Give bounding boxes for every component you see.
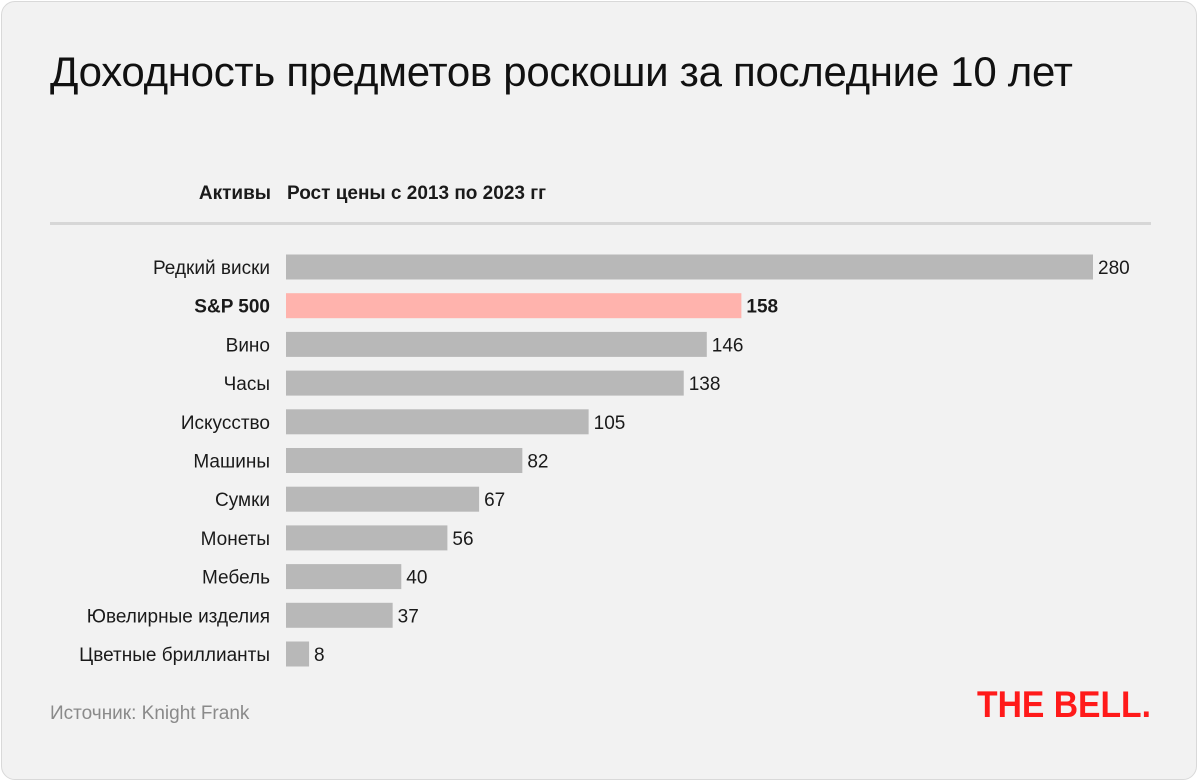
chart-title: Доходность предметов роскоши за последни…	[50, 48, 1073, 95]
svg-text:THE BELL.: THE BELL.	[977, 686, 1151, 722]
bar	[286, 409, 589, 435]
category-label: Цветные бриллианты	[79, 645, 270, 666]
value-label: 8	[314, 645, 325, 666]
source-note: Источник: Knight Frank	[50, 703, 250, 724]
category-label: Машины	[193, 452, 270, 473]
value-label: 40	[406, 568, 427, 589]
value-label: 146	[712, 335, 744, 356]
category-label: Ювелирные изделия	[87, 606, 270, 627]
assets-column-header: Активы	[198, 183, 271, 204]
category-label: Часы	[224, 374, 270, 395]
bar	[286, 602, 393, 628]
category-label: Редкий виски	[153, 258, 270, 279]
value-label: 37	[398, 606, 419, 627]
bar	[286, 254, 1093, 280]
bar	[286, 641, 310, 667]
value-label: 105	[594, 413, 626, 434]
value-label: 56	[452, 529, 473, 550]
header-divider	[50, 222, 1151, 225]
bar-highlight	[286, 293, 742, 319]
category-label: Искусство	[181, 413, 270, 434]
bar-chart: Редкий виски 280 S&P 500 158 Вино 146 Часы 138 И…	[79, 254, 1130, 667]
category-label: Вино	[226, 335, 270, 356]
bar	[286, 525, 448, 551]
category-label: S&P 500	[194, 297, 270, 318]
value-label: 67	[484, 490, 505, 511]
value-label: 138	[689, 374, 721, 395]
bar	[286, 564, 402, 590]
value-label: 158	[746, 297, 778, 318]
growth-column-header: Рост цены с 2013 по 2023 гг	[287, 183, 547, 204]
the-bell-logo: THE BELL.	[977, 686, 1151, 722]
value-label: 82	[527, 452, 548, 473]
bar	[286, 486, 480, 512]
category-label: Сумки	[215, 490, 270, 511]
bar	[286, 331, 707, 357]
category-label: Монеты	[201, 529, 270, 550]
category-label: Мебель	[202, 568, 270, 589]
bar	[286, 448, 523, 473]
bar	[286, 370, 684, 396]
value-label: 280	[1098, 258, 1130, 279]
